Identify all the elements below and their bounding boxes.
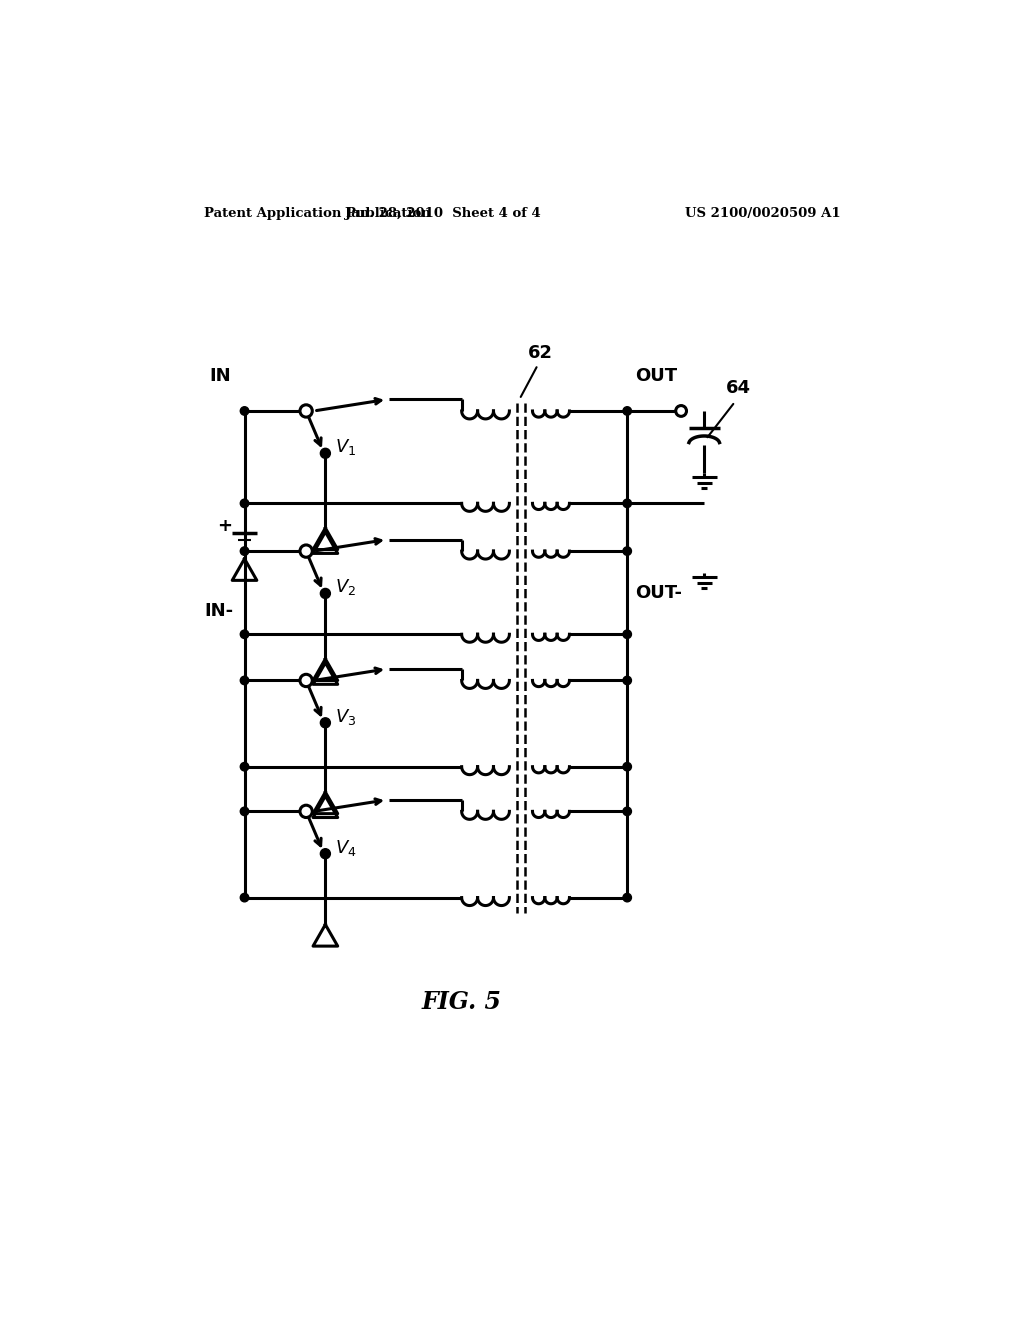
- Circle shape: [241, 630, 249, 639]
- Circle shape: [241, 763, 249, 771]
- Text: +: +: [217, 517, 232, 536]
- Text: $V_1$: $V_1$: [335, 437, 355, 457]
- Circle shape: [623, 546, 632, 556]
- Circle shape: [623, 894, 632, 902]
- Text: 64: 64: [726, 379, 752, 397]
- Text: $V_4$: $V_4$: [335, 838, 356, 858]
- Circle shape: [321, 449, 331, 458]
- Circle shape: [241, 807, 249, 816]
- Text: 62: 62: [527, 345, 553, 362]
- Circle shape: [623, 807, 632, 816]
- Text: OUT: OUT: [635, 367, 677, 385]
- Circle shape: [241, 407, 249, 416]
- Text: FIG. 5: FIG. 5: [422, 990, 502, 1014]
- Circle shape: [623, 676, 632, 685]
- Text: Patent Application Publication: Patent Application Publication: [204, 207, 430, 220]
- Circle shape: [623, 630, 632, 639]
- Circle shape: [241, 676, 249, 685]
- Circle shape: [623, 499, 632, 508]
- Circle shape: [623, 763, 632, 771]
- Text: Jan. 28, 2010  Sheet 4 of 4: Jan. 28, 2010 Sheet 4 of 4: [344, 207, 541, 220]
- Text: IN: IN: [210, 367, 231, 385]
- Circle shape: [241, 894, 249, 902]
- Text: $V_2$: $V_2$: [335, 577, 355, 597]
- Text: US 2100/0020509 A1: US 2100/0020509 A1: [685, 207, 841, 220]
- Text: OUT-: OUT-: [635, 585, 682, 602]
- Circle shape: [321, 718, 331, 727]
- Circle shape: [321, 849, 331, 859]
- Circle shape: [321, 589, 331, 598]
- Text: IN-: IN-: [205, 602, 233, 620]
- Circle shape: [241, 499, 249, 508]
- Circle shape: [241, 546, 249, 556]
- Circle shape: [623, 407, 632, 416]
- Text: $V_3$: $V_3$: [335, 706, 356, 726]
